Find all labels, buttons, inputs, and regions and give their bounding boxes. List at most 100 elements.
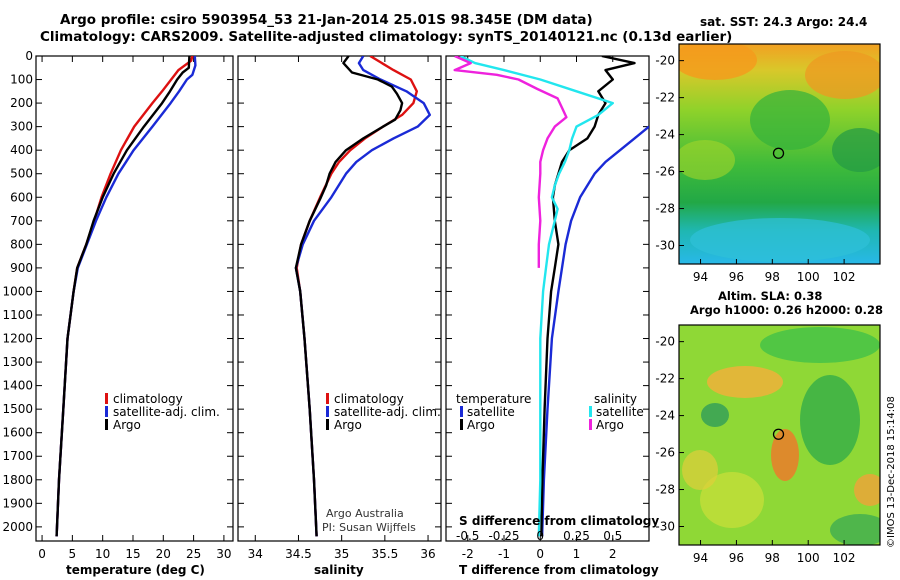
x-tick-label: 0 xyxy=(38,547,46,561)
map-lat-label: -30 xyxy=(655,520,675,534)
depth-tick-label: 500 xyxy=(10,167,33,181)
map-lat-label: -22 xyxy=(655,372,675,386)
sst-map-title: sat. SST: 24.3 Argo: 24.4 xyxy=(700,15,867,29)
legend-label-climatology: climatology xyxy=(334,392,404,406)
series-s-satellite xyxy=(459,56,614,537)
legend-title-salinity: salinity xyxy=(594,392,637,406)
salinity-axis-ticks: 34 34.5 35 35.5 36 xyxy=(238,55,441,561)
legend-label-t-argo: Argo xyxy=(467,418,495,432)
sla-high-patch xyxy=(707,366,783,398)
pi-credit: PI: Susan Wijffels xyxy=(322,521,416,534)
legend-label-satellite: satellite-adj. clim. xyxy=(334,405,441,419)
salinity-series xyxy=(294,56,431,537)
sla-map-ticks: -20 -22 -24 -26 -28 -30 94 96 98 100 102 xyxy=(655,335,855,565)
s-tick-label: -0.25 xyxy=(488,529,519,543)
s-tick-label: 0 xyxy=(536,529,544,543)
salinity-panel: 34 34.5 35 35.5 36 salinity climatology sate… xyxy=(237,55,442,577)
map-lon-label: 100 xyxy=(797,270,820,284)
temperature-series xyxy=(55,56,197,537)
map-lon-label: 98 xyxy=(765,270,780,284)
legend-marker-satellite xyxy=(105,406,108,417)
argo-australia-credit: Argo Australia xyxy=(326,507,404,520)
map-lon-label: 98 xyxy=(765,551,780,565)
s-tick-label: -0.5 xyxy=(456,529,479,543)
legend-marker-s-satellite xyxy=(589,406,592,417)
legend-label-satellite: satellite-adj. clim. xyxy=(113,405,220,419)
map-lat-label: -28 xyxy=(655,483,675,497)
s-tick-label: 0.25 xyxy=(563,529,590,543)
legend-marker-climatology xyxy=(326,393,329,404)
map-lat-label: -22 xyxy=(655,91,675,105)
legend-label-argo: Argo xyxy=(113,418,141,432)
sla-low-patch xyxy=(800,375,860,465)
depth-tick-label: 600 xyxy=(10,190,33,204)
depth-tick-label: 1300 xyxy=(2,355,33,369)
sla-low-patch xyxy=(760,327,880,363)
s-tick-label: 0.5 xyxy=(603,529,622,543)
depth-tick-label: 1700 xyxy=(2,449,33,463)
map-lat-label: -26 xyxy=(655,165,675,179)
map-lat-label: -20 xyxy=(655,54,675,68)
x-tick-label: 5 xyxy=(69,547,77,561)
sst-cool-patch xyxy=(832,128,880,172)
sst-mid-patch xyxy=(679,140,735,180)
legend-marker-t-argo xyxy=(460,419,463,430)
legend-marker-argo xyxy=(326,419,329,430)
depth-tick-label: 1800 xyxy=(2,473,33,487)
map-lon-label: 96 xyxy=(729,270,744,284)
x-tick-label: 2 xyxy=(609,547,617,561)
salinity-x-label: salinity xyxy=(314,563,364,577)
temperature-legend: climatology satellite-adj. clim. Argo xyxy=(105,392,220,432)
map-lat-label: -24 xyxy=(655,409,675,423)
temperature-x-label: temperature (deg C) xyxy=(66,563,205,577)
depth-tick-label: 0 xyxy=(25,49,33,63)
temperature-plot-frame xyxy=(35,55,234,542)
series-argo xyxy=(294,56,404,537)
x-tick-label: 35.5 xyxy=(371,547,398,561)
legend-title-temperature: temperature xyxy=(456,392,531,406)
legend-label-s-argo: Argo xyxy=(596,418,624,432)
sst-cold-patch xyxy=(690,218,870,262)
sst-map-ticks: -20 -22 -24 -26 -28 -30 94 96 98 100 102 xyxy=(655,54,855,284)
difference-series xyxy=(453,56,649,537)
x-tick-label: -2 xyxy=(462,547,474,561)
imos-credit: ©IMOS 13-Dec-2018 15:14:08 xyxy=(886,396,897,548)
x-tick-label: 15 xyxy=(125,547,140,561)
difference-panel: -2 -1 0 1 2 T difference from climatology S … xyxy=(445,55,659,577)
sla-high-patch xyxy=(854,474,880,506)
x-tick-label: 10 xyxy=(95,547,110,561)
depth-tick-label: 1100 xyxy=(2,308,33,322)
map-lat-label: -24 xyxy=(655,128,675,142)
map-lon-label: 100 xyxy=(797,551,820,565)
legend-label-t-satellite: satellite xyxy=(467,405,515,419)
map-lat-label: -20 xyxy=(655,335,675,349)
x-tick-label: 35 xyxy=(334,547,349,561)
difference-axis-ticks: -2 -1 0 1 2 xyxy=(446,55,649,561)
argo-float-marker xyxy=(772,428,785,440)
sst-map-frame xyxy=(678,43,881,265)
legend-marker-argo xyxy=(105,419,108,430)
x-tick-label: 0 xyxy=(536,547,544,561)
sla-high-patch xyxy=(771,429,799,481)
sst-map: sat. SST: 24.3 Argo: 24.4 -20-22-24-26-2… xyxy=(655,15,881,284)
map-lon-label: 94 xyxy=(693,551,708,565)
x-tick-label: 1 xyxy=(573,547,581,561)
sla-map-title-2: Argo h1000: 0.26 h2000: 0.28 xyxy=(690,303,883,317)
x-tick-label: 30 xyxy=(216,547,231,561)
salinity-difference-ticks: -0.5 -0.25 0 0.25 0.5 xyxy=(456,529,622,543)
x-tick-label: 34 xyxy=(248,547,263,561)
sla-mid-patch xyxy=(682,450,718,490)
sst-cool-patch xyxy=(750,90,830,150)
difference-plot-frame xyxy=(445,55,650,542)
difference-legend: temperature satellite Argo salinity sate… xyxy=(456,392,644,432)
sst-warm-patch xyxy=(679,44,757,80)
depth-tick-label: 900 xyxy=(10,261,33,275)
x-tick-label: 25 xyxy=(186,547,201,561)
temperature-panel: 0100200300400500600700800900100011001200… xyxy=(2,49,234,577)
map-lat-label: -30 xyxy=(655,239,675,253)
sla-map: Altim. SLA: 0.38 Argo h1000: 0.26 h2000:… xyxy=(655,289,883,565)
x-tick-label: 20 xyxy=(156,547,171,561)
figure-title-line-2: Climatology: CARS2009. Satellite-adjuste… xyxy=(40,29,733,45)
difference-s-label: S difference from climatology xyxy=(459,514,659,528)
depth-tick-label: 1400 xyxy=(2,379,33,393)
